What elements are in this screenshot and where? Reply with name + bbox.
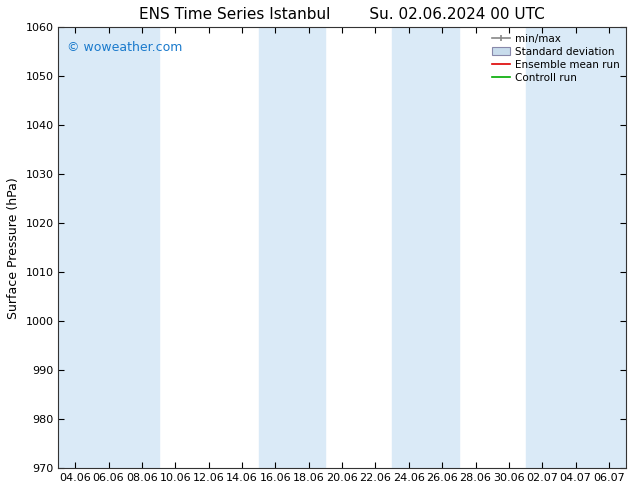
Bar xyxy=(392,27,459,468)
Bar xyxy=(58,27,158,468)
Bar xyxy=(259,27,325,468)
Legend: min/max, Standard deviation, Ensemble mean run, Controll run: min/max, Standard deviation, Ensemble me… xyxy=(488,29,624,87)
Bar xyxy=(526,27,626,468)
Text: © woweather.com: © woweather.com xyxy=(67,41,183,53)
Y-axis label: Surface Pressure (hPa): Surface Pressure (hPa) xyxy=(7,177,20,318)
Title: ENS Time Series Istanbul        Su. 02.06.2024 00 UTC: ENS Time Series Istanbul Su. 02.06.2024 … xyxy=(139,7,545,22)
